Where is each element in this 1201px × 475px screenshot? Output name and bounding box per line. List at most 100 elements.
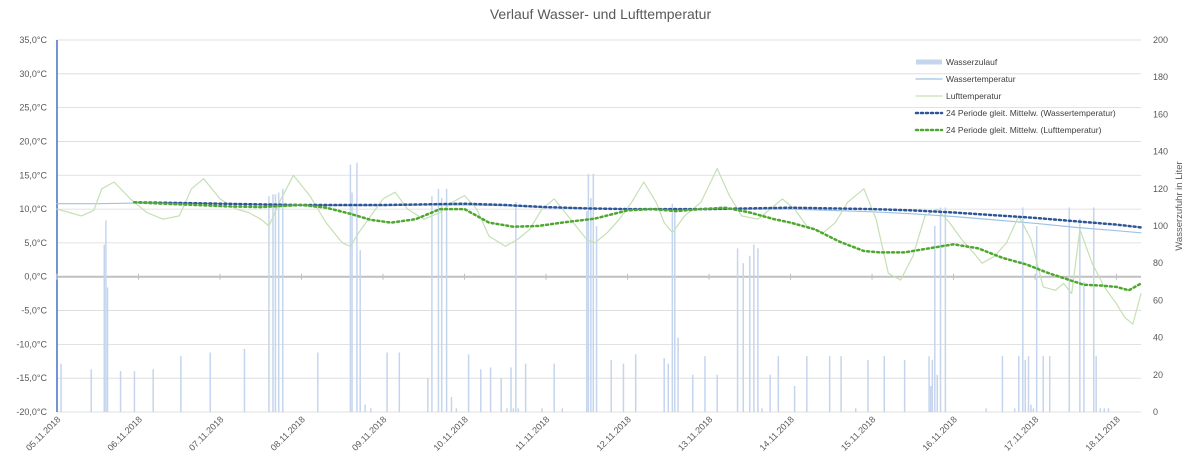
y-tick-label: 10,0°C — [19, 204, 47, 214]
y-tick-label: 15,0°C — [19, 170, 47, 180]
legend-label: Lufttemperatur — [946, 91, 1001, 101]
wasserzulauf-bar — [674, 207, 676, 412]
y-tick-label: 20,0°C — [19, 136, 47, 146]
wasserzulauf-bar — [133, 371, 136, 412]
legend-label: Wassertemperatur — [946, 74, 1016, 84]
wasserzulauf-bar — [209, 352, 211, 412]
y2-tick-label: 80 — [1153, 258, 1163, 268]
wasserzulauf-bar — [634, 354, 637, 412]
wasserzulauf-bar — [1092, 207, 1095, 412]
wasserzulauf-bar — [1017, 356, 1020, 412]
wasserzulauf-bar — [1027, 356, 1030, 412]
wasserzulauf-bar — [351, 192, 353, 412]
wasserzulauf-bar — [1030, 404, 1032, 412]
wasserzulauf-bar — [867, 359, 869, 412]
x-tick-label: 09.11.2018 — [350, 414, 388, 452]
x-tick-label: 13.11.2018 — [676, 414, 714, 452]
wasserzulauf-bar — [500, 378, 502, 412]
wasserzulauf-bar — [590, 198, 592, 412]
wasserzulauf-bar — [1048, 356, 1051, 412]
y2-tick-label: 60 — [1153, 295, 1163, 305]
wasserzulauf-bar — [440, 198, 443, 412]
wasserzulauf-bar — [489, 367, 492, 412]
wasserzulauf-bar — [793, 385, 796, 412]
wasserzulauf-bar — [517, 408, 520, 412]
x-tick-label: 18.11.2018 — [1084, 414, 1122, 452]
wasserzulauf-bar — [515, 201, 517, 412]
wasserzulauf-bar — [883, 356, 886, 412]
wasserzulauf-bar — [431, 196, 433, 412]
wasserzulauf-bar — [736, 248, 739, 412]
y2-tick-label: 180 — [1153, 72, 1168, 82]
wasserzulauf-bar — [455, 408, 458, 412]
wasserzulauf-bar — [854, 408, 857, 412]
wasserzulauf-bar — [467, 354, 470, 412]
wasserzulauf-bar — [364, 404, 366, 412]
wasserzulauf-bar — [541, 408, 543, 412]
wasserzulauf-bar — [806, 356, 808, 412]
wasserzulauf-bar — [317, 352, 319, 412]
x-tick-label: 14.11.2018 — [757, 414, 795, 452]
wasserzulauf-bar — [691, 374, 694, 412]
wasserzulauf-bar — [356, 162, 358, 412]
gridlines — [57, 39, 1141, 413]
wasserzulauf-bar — [903, 359, 906, 412]
wasserzulauf-bar — [757, 248, 759, 412]
wasserzulauf-bar — [510, 367, 512, 412]
wasserzulauf-bar — [1042, 356, 1044, 412]
y-tick-label: 35,0°C — [19, 35, 47, 45]
legend-label: 24 Periode gleit. Mittelw. (Wassertemper… — [946, 108, 1116, 118]
wasserzulauf-bar — [587, 173, 590, 412]
wasserzulauf-bar — [1107, 408, 1110, 412]
y-tick-label: -10,0°C — [16, 339, 47, 349]
wasserzulauf-bar — [667, 363, 670, 412]
wasserzulauf-bar — [939, 207, 942, 412]
wasserzulauf-bar — [1103, 408, 1106, 412]
wasserzulauf-bar — [180, 356, 182, 412]
y2-tick-label: 160 — [1153, 109, 1168, 119]
wasserzulauf-bar — [1022, 207, 1024, 412]
wasserzulauf-bar — [716, 374, 718, 412]
wasserzulauf-bar — [152, 369, 154, 412]
y2-tick-label: 20 — [1153, 370, 1163, 380]
wasserzulauf-bar — [928, 356, 930, 412]
wasserzulauf-bar — [761, 408, 763, 412]
y2-tick-label: 120 — [1153, 184, 1168, 194]
x-tick-label: 17.11.2018 — [1002, 414, 1040, 452]
wasserzulauf-bar — [450, 397, 453, 412]
wasserzulauf-bar — [119, 371, 122, 412]
wasserzulauf-bar — [671, 203, 674, 412]
wasserzulauf-bar — [268, 196, 270, 412]
y2-tick-label: 40 — [1153, 333, 1163, 343]
wasserzulauf-bar — [934, 226, 936, 412]
wasserzulauf-bar — [90, 369, 92, 412]
wasserzulauf-bar — [553, 363, 555, 412]
wasserzulauf-bar — [622, 363, 625, 412]
x-tick-label: 11.11.2018 — [513, 414, 551, 452]
wasserzulauf-bar — [1001, 356, 1004, 412]
wasserzulauf-bar — [944, 207, 947, 412]
wasserzulauf-bar — [60, 363, 62, 412]
wasserzulauf-bar — [56, 40, 58, 412]
wasserzulauf-bar — [524, 363, 527, 412]
x-tick-label: 16.11.2018 — [920, 414, 958, 452]
wasserzulauf-bar — [272, 194, 274, 412]
wasserzulauf-bar — [359, 250, 361, 412]
wasserzulauf-bar — [370, 408, 372, 412]
wasserzulauf-bar — [349, 164, 352, 412]
wasserzulauf-bar — [929, 385, 932, 412]
wasserzulauf-bar — [386, 352, 388, 412]
wasserzulauf-bar — [586, 211, 588, 412]
wasserzulauf-bar — [274, 194, 277, 412]
legend-label: 24 Periode gleit. Mittelw. (Lufttemperat… — [946, 125, 1102, 135]
wasserzulauf-bar — [1083, 281, 1085, 412]
wasserzulauf-bar — [103, 244, 106, 412]
y-tick-label: 30,0°C — [19, 69, 47, 79]
wasserzulauf-bar — [1032, 408, 1035, 412]
y2-tick-label: 200 — [1153, 35, 1168, 45]
wasserzulauf-bar — [427, 378, 429, 412]
line-series — [56, 167, 1143, 325]
y2-tick-label: 100 — [1153, 221, 1168, 231]
y2-tick-label: 0 — [1153, 407, 1158, 417]
